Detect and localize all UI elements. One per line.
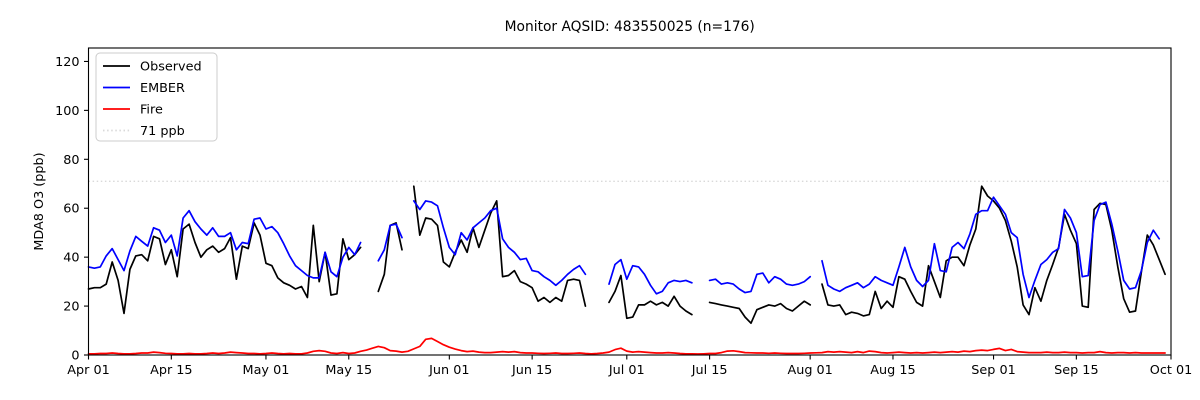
- x-tick-label: Jun 15: [511, 363, 552, 378]
- x-tick-label: Apr 15: [150, 363, 193, 378]
- y-axis-label: MDA8 O3 (ppb): [32, 152, 47, 250]
- y-tick-label: 120: [55, 55, 79, 70]
- y-tick-label: 0: [71, 349, 79, 364]
- x-tick-label: Jul 15: [691, 363, 728, 378]
- x-tick-label: Sep 15: [1054, 363, 1098, 378]
- x-tick-label: Aug 15: [870, 363, 915, 378]
- y-tick-label: 100: [55, 104, 79, 119]
- x-tick-label: Apr 01: [67, 363, 110, 378]
- chart-title: Monitor AQSID: 483550025 (n=176): [505, 19, 755, 35]
- y-tick-label: 20: [63, 300, 79, 315]
- x-tick-label: Aug 01: [787, 363, 832, 378]
- fire-line: [87, 337, 1166, 355]
- legend-label: Observed: [140, 60, 202, 75]
- plot-border: [87, 47, 1172, 356]
- x-tick-label: Jul 01: [608, 363, 645, 378]
- legend-label: Fire: [140, 103, 163, 118]
- legend-box: [95, 52, 218, 142]
- y-tick-label: 60: [63, 202, 79, 217]
- ember-line: [87, 196, 1161, 299]
- x-tick-label: Sep 01: [971, 363, 1015, 378]
- legend-label: EMBER: [140, 81, 185, 96]
- y-tick-label: 40: [63, 251, 79, 266]
- y-tick-label: 80: [63, 153, 79, 168]
- x-tick-label: May 01: [243, 363, 290, 378]
- x-tick-label: Jun 01: [428, 363, 469, 378]
- legend-label: 71 ppb: [140, 124, 185, 139]
- x-tick-label: Oct 01: [1150, 363, 1192, 378]
- x-tick-label: May 15: [325, 363, 372, 378]
- plot-area: [88, 48, 1171, 355]
